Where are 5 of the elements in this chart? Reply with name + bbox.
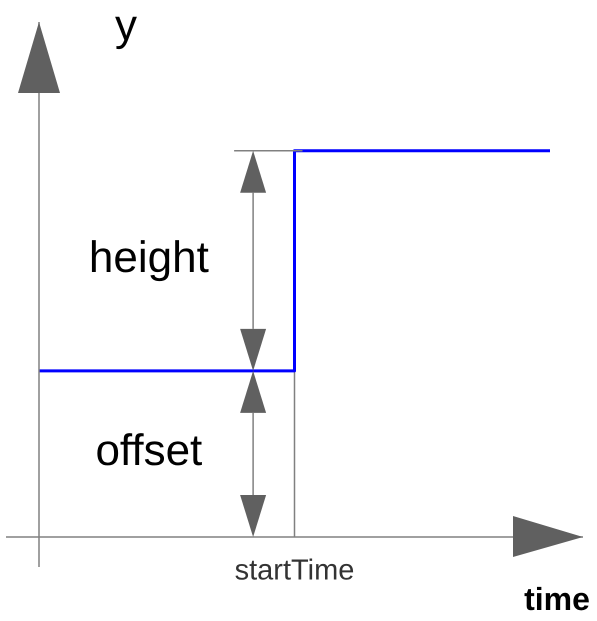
annotation: offset [95,426,202,475]
y-axis-title: y [115,1,137,50]
annotation: height [88,232,209,282]
x-axis-title: time [524,581,590,617]
text: startTime [234,554,354,587]
